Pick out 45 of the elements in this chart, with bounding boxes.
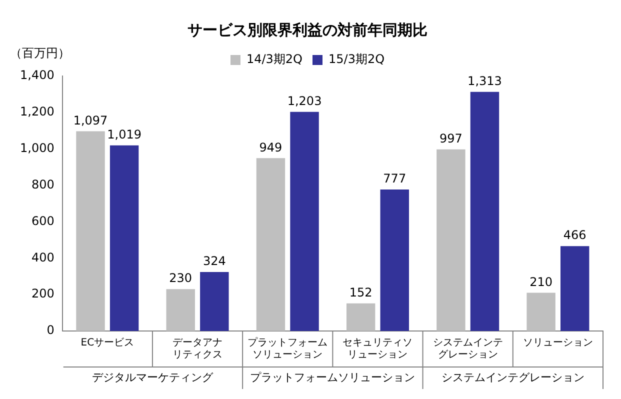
data-label: 1,313 bbox=[468, 74, 502, 88]
x-tick-label: データアナリティクス bbox=[172, 338, 223, 361]
y-tick-label: 1,400 bbox=[20, 68, 54, 82]
y-tick-label: 1,200 bbox=[20, 104, 54, 119]
legend-label: 15/3期2Q bbox=[328, 52, 385, 66]
data-label: 466 bbox=[563, 228, 586, 242]
data-label: 1,097 bbox=[73, 113, 108, 128]
data-label: 997 bbox=[439, 132, 462, 146]
bar bbox=[110, 145, 139, 331]
data-label: 1,203 bbox=[287, 94, 322, 108]
text: システムインテグレーション bbox=[441, 370, 584, 384]
data-label: 324 bbox=[202, 254, 226, 268]
bar bbox=[290, 112, 319, 331]
text: デジタルマーケティング bbox=[92, 370, 214, 384]
bar bbox=[346, 303, 376, 331]
bar bbox=[166, 289, 195, 331]
y-tick-label: 400 bbox=[31, 250, 54, 264]
y-tick-label: 1,000 bbox=[20, 140, 54, 155]
data-label: 152 bbox=[349, 285, 372, 300]
bar bbox=[200, 272, 229, 331]
x-tick-label: プラットフォームソリューション bbox=[248, 336, 328, 361]
bar bbox=[256, 158, 286, 331]
chart-title: サービス別限界利益の対前年同期比 bbox=[188, 20, 428, 39]
bar bbox=[560, 246, 590, 331]
y-axis-title: （百万円） bbox=[10, 46, 70, 60]
bar bbox=[380, 189, 409, 331]
data-label: 230 bbox=[169, 271, 192, 286]
data-label: 777 bbox=[383, 172, 406, 186]
text: プラットフォームソリューション bbox=[250, 370, 416, 384]
y-tick-label: 0 bbox=[46, 323, 54, 338]
data-label: 949 bbox=[259, 140, 282, 154]
x-tick-label: システムインテグレーション bbox=[432, 338, 503, 361]
bar bbox=[436, 149, 466, 331]
x-tick-label: ソリューション bbox=[522, 338, 593, 349]
y-tick-label: 600 bbox=[31, 214, 54, 228]
x-tick-label: ECサービス bbox=[80, 338, 134, 349]
x-tick-label: セキュリティソリューション bbox=[342, 338, 413, 361]
y-tick-label: 200 bbox=[31, 286, 54, 301]
bar bbox=[526, 292, 556, 331]
bar bbox=[76, 131, 105, 331]
data-label: 1,019 bbox=[107, 128, 142, 142]
bar bbox=[470, 92, 500, 331]
legend-label: 14/3期2Q bbox=[246, 52, 303, 66]
y-tick-label: 800 bbox=[31, 177, 54, 192]
data-label: 210 bbox=[530, 274, 553, 289]
